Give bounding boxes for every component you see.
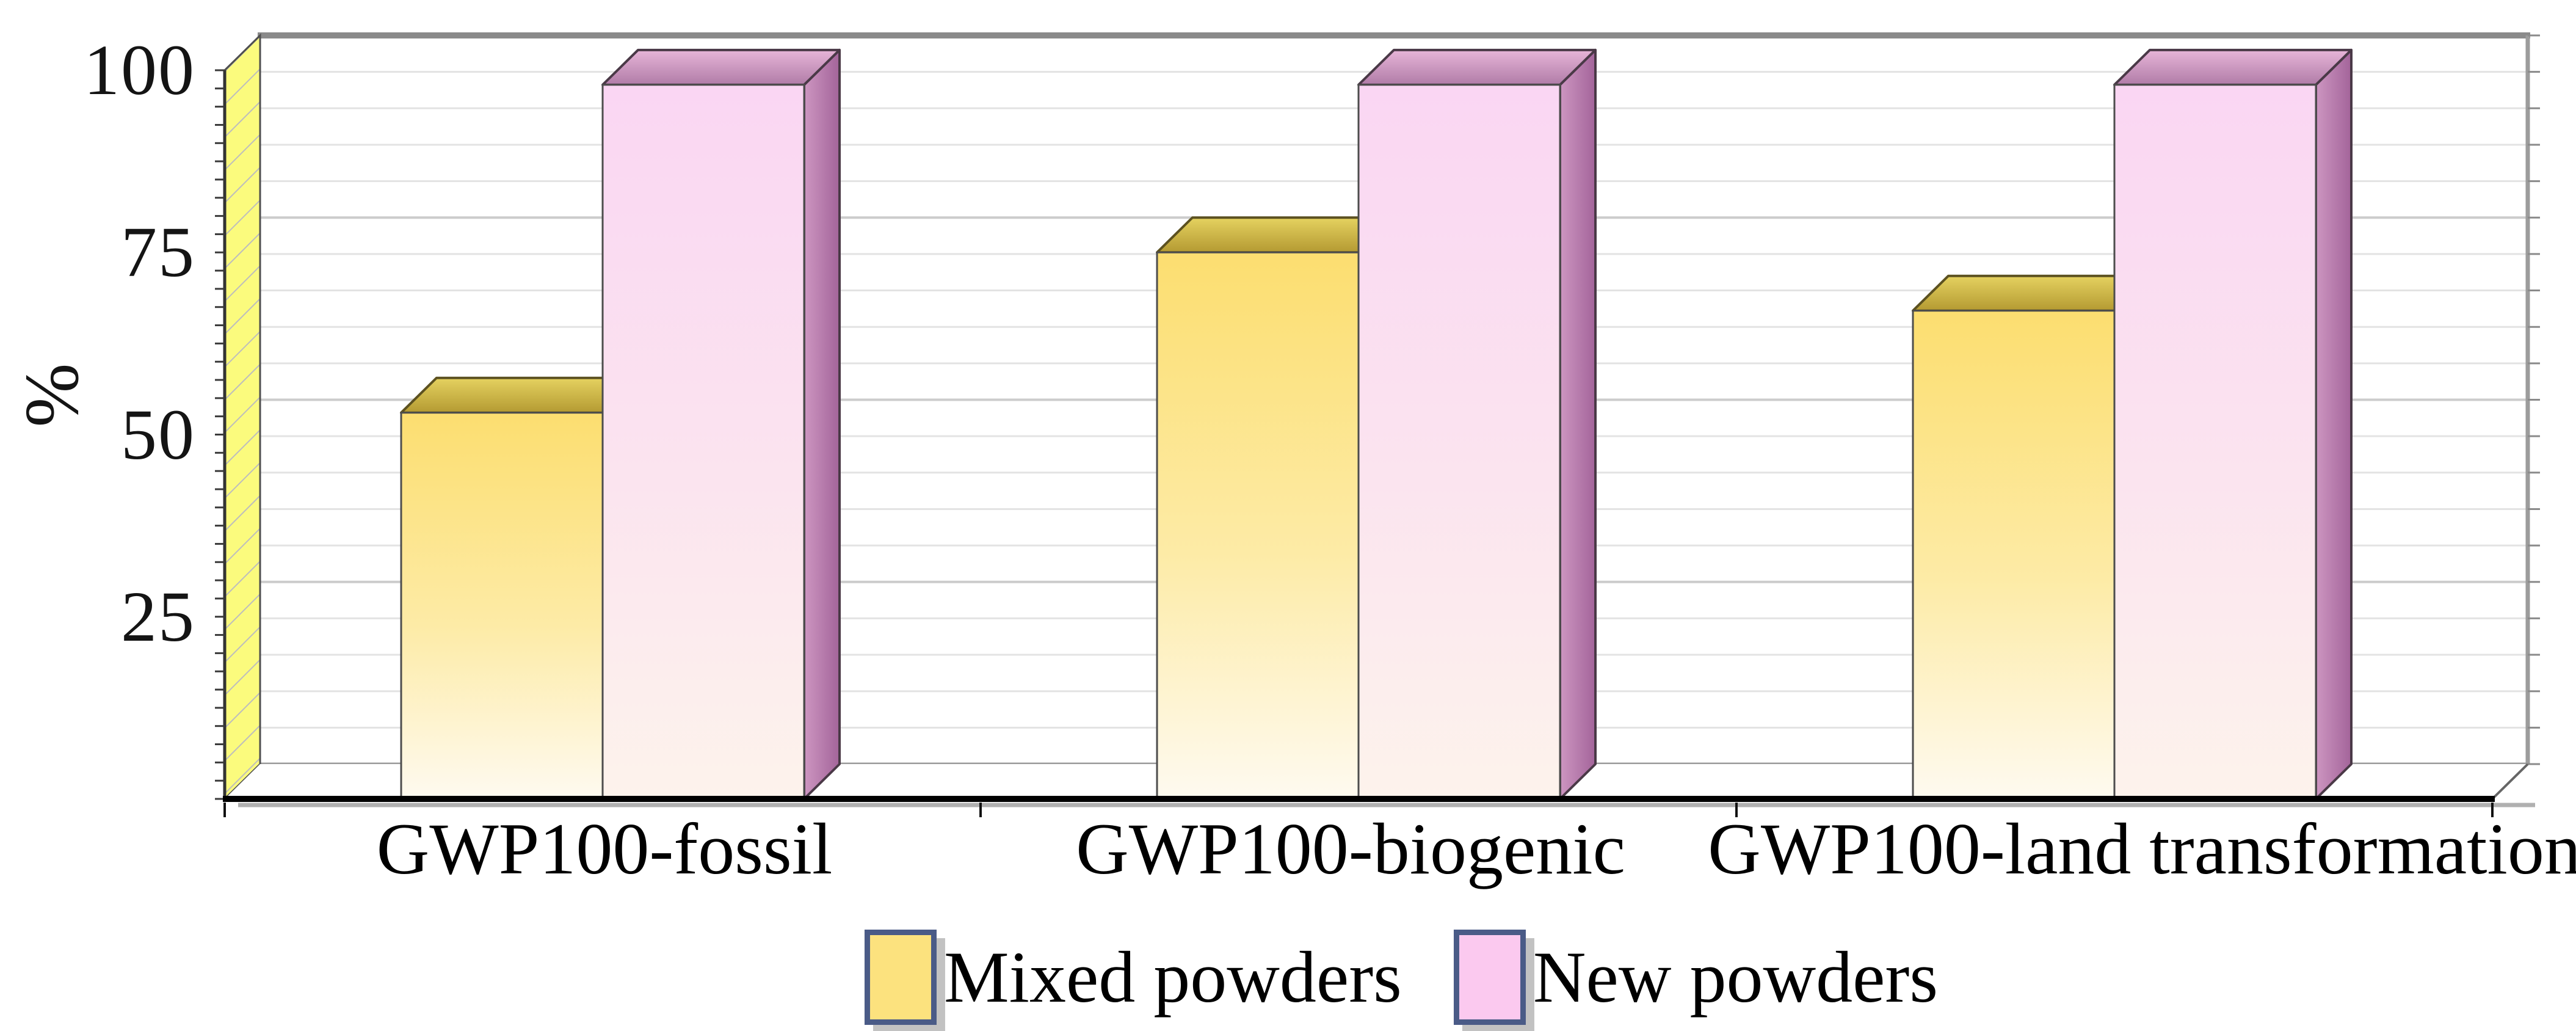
bar-mixed-1 xyxy=(1156,251,1360,800)
category-label-land-transformation: GWP100-land transformation xyxy=(1708,808,2576,889)
legend-item-new-powders: New powders xyxy=(1453,930,1939,1025)
bar-new-1 xyxy=(1357,84,1561,800)
legend-swatch-new-powders xyxy=(1453,930,1526,1025)
bar-group-0 xyxy=(400,48,841,800)
legend-item-mixed-powders: Mixed powders xyxy=(864,930,1402,1025)
legend: Mixed powders New powders xyxy=(864,930,1939,1025)
x-axis xyxy=(223,796,2535,817)
bar-new-0 xyxy=(601,84,805,800)
legend-swatch-mixed-powders xyxy=(864,930,937,1025)
y-tick-label-50: 50 xyxy=(121,395,195,475)
bar-group-1 xyxy=(1156,48,1597,800)
bar-mixed-0 xyxy=(400,412,604,800)
bar-new-2 xyxy=(2113,84,2317,800)
y-tick-label-25: 25 xyxy=(121,577,195,657)
bar-side-new-1 xyxy=(1559,48,1597,800)
floor-right-diagonal xyxy=(2491,763,2529,800)
bar-side-new-2 xyxy=(2315,48,2353,800)
bar-side-new-0 xyxy=(803,48,841,800)
bar-top-new-2 xyxy=(2113,48,2353,86)
bar-top-new-1 xyxy=(1357,48,1597,86)
bar-mixed-2 xyxy=(1912,310,2116,800)
legend-label-new-powders: New powders xyxy=(1533,936,1939,1018)
y-tick-label-75: 75 xyxy=(121,212,195,292)
bar-group-2 xyxy=(1912,48,2353,800)
bar-top-new-0 xyxy=(601,48,841,86)
category-label-fossil: GWP100-fossil xyxy=(376,808,833,889)
y-tick-label-100: 100 xyxy=(84,30,195,110)
left-wall xyxy=(215,33,261,801)
legend-label-mixed-powders: Mixed powders xyxy=(943,936,1402,1018)
category-label-biogenic: GWP100-biogenic xyxy=(1076,808,1625,889)
